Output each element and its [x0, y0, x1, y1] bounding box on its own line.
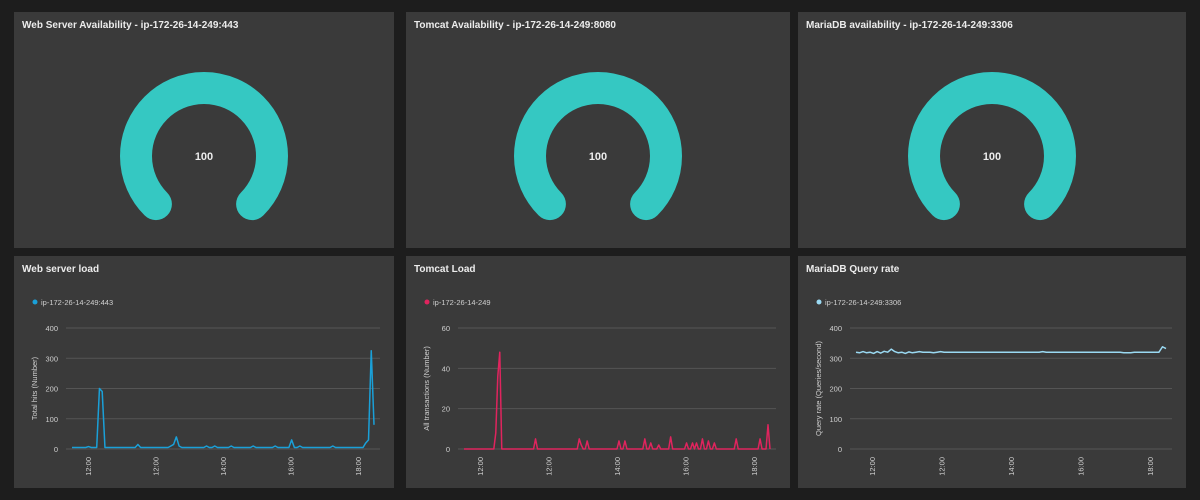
series-line: [464, 351, 771, 450]
y-tick-label: 300: [829, 354, 842, 363]
y-tick-label: 300: [45, 354, 58, 363]
gauge-panel-webserver: Web Server Availability - ip-172-26-14-2…: [14, 12, 394, 248]
y-tick-label: 60: [442, 324, 450, 333]
x-tick-label: 16:00: [682, 457, 691, 476]
chart-tomcat-load: ip-172-26-14-249 0 20 40 60 All transactions …: [422, 298, 776, 476]
y-tick-label: 200: [829, 385, 842, 394]
panel-title: Tomcat Availability - ip-172-26-14-249:8…: [414, 20, 616, 31]
y-tick-label: 100: [829, 415, 842, 424]
panel-title: MariaDB Query rate: [806, 264, 900, 275]
y-tick-label: 400: [829, 324, 842, 333]
gauge-tomcat: 100: [514, 72, 682, 221]
panel-title: MariaDB availability - ip-172-26-14-249:…: [806, 20, 1013, 31]
chart-mariadb-query-rate: ip-172-26-14-249:3306 0 100 200 300 400 Query …: [814, 298, 1172, 476]
y-tick-label: 400: [45, 324, 58, 333]
x-tick-label: 12:00: [868, 457, 877, 476]
panel-title: Web Server Availability - ip-172-26-14-2…: [22, 20, 239, 31]
x-tick-label: 16:00: [287, 457, 296, 476]
gauge-value: 100: [589, 151, 607, 163]
panel-title: Web server load: [22, 264, 100, 275]
x-tick-label: 18:00: [1146, 457, 1155, 476]
x-tick-label: 14:00: [1007, 457, 1016, 476]
series-line: [72, 349, 375, 449]
x-tick-label: 14:00: [219, 457, 228, 476]
x-tick-label: 12:00: [545, 457, 554, 476]
chart-panel-webserver-load: Web server load ip-172-26-14-249:443 0 100…: [14, 256, 394, 488]
y-tick-label: 0: [838, 445, 842, 454]
y-axis-label: Query rate (Queries/second): [814, 340, 823, 436]
gauge-webserver: 100: [120, 72, 288, 221]
y-axis-label: Total hits (Number): [30, 356, 39, 420]
x-tick-label: 14:00: [613, 457, 622, 476]
chart-panel-mariadb-query-rate: MariaDB Query rate ip-172-26-14-249:3306…: [798, 256, 1186, 488]
gauge-value: 100: [983, 151, 1001, 163]
y-tick-label: 40: [442, 364, 450, 373]
gauge-panel-mariadb: MariaDB availability - ip-172-26-14-249:…: [798, 12, 1186, 248]
legend-label: ip-172-26-14-249:443: [41, 298, 113, 307]
legend-label: ip-172-26-14-249:3306: [825, 298, 901, 307]
x-tick-label: 12:00: [84, 457, 93, 476]
gauge-mariadb: 100: [908, 72, 1076, 221]
panel-title: Tomcat Load: [414, 264, 476, 275]
x-tick-label: 12:00: [476, 457, 485, 476]
gauge-arc: [908, 72, 1076, 221]
y-tick-label: 20: [442, 405, 450, 414]
gauge-arc: [514, 72, 682, 221]
x-tick-label: 18:00: [354, 457, 363, 476]
y-tick-label: 200: [45, 385, 58, 394]
series-line: [855, 346, 1167, 355]
x-tick-label: 16:00: [1077, 457, 1086, 476]
y-tick-label: 0: [446, 445, 450, 454]
chart-webserver-load: ip-172-26-14-249:443 0 100 200 300 400 Total h…: [30, 298, 380, 476]
x-tick-label: 18:00: [750, 457, 759, 476]
x-tick-label: 12:00: [938, 457, 947, 476]
legend-marker: [424, 299, 430, 305]
gauge-panel-tomcat: Tomcat Availability - ip-172-26-14-249:8…: [406, 12, 790, 248]
gauge-arc: [120, 72, 288, 221]
y-tick-label: 100: [45, 415, 58, 424]
x-tick-label: 12:00: [152, 457, 161, 476]
legend-label: ip-172-26-14-249: [433, 298, 491, 307]
legend-marker: [816, 299, 822, 305]
y-tick-label: 0: [54, 445, 58, 454]
legend-marker: [32, 299, 38, 305]
gauge-value: 100: [195, 151, 213, 163]
chart-panel-tomcat-load: Tomcat Load ip-172-26-14-249 0 20 40 60 All t…: [406, 256, 790, 488]
y-axis-label: All transactions (Number): [422, 346, 431, 431]
